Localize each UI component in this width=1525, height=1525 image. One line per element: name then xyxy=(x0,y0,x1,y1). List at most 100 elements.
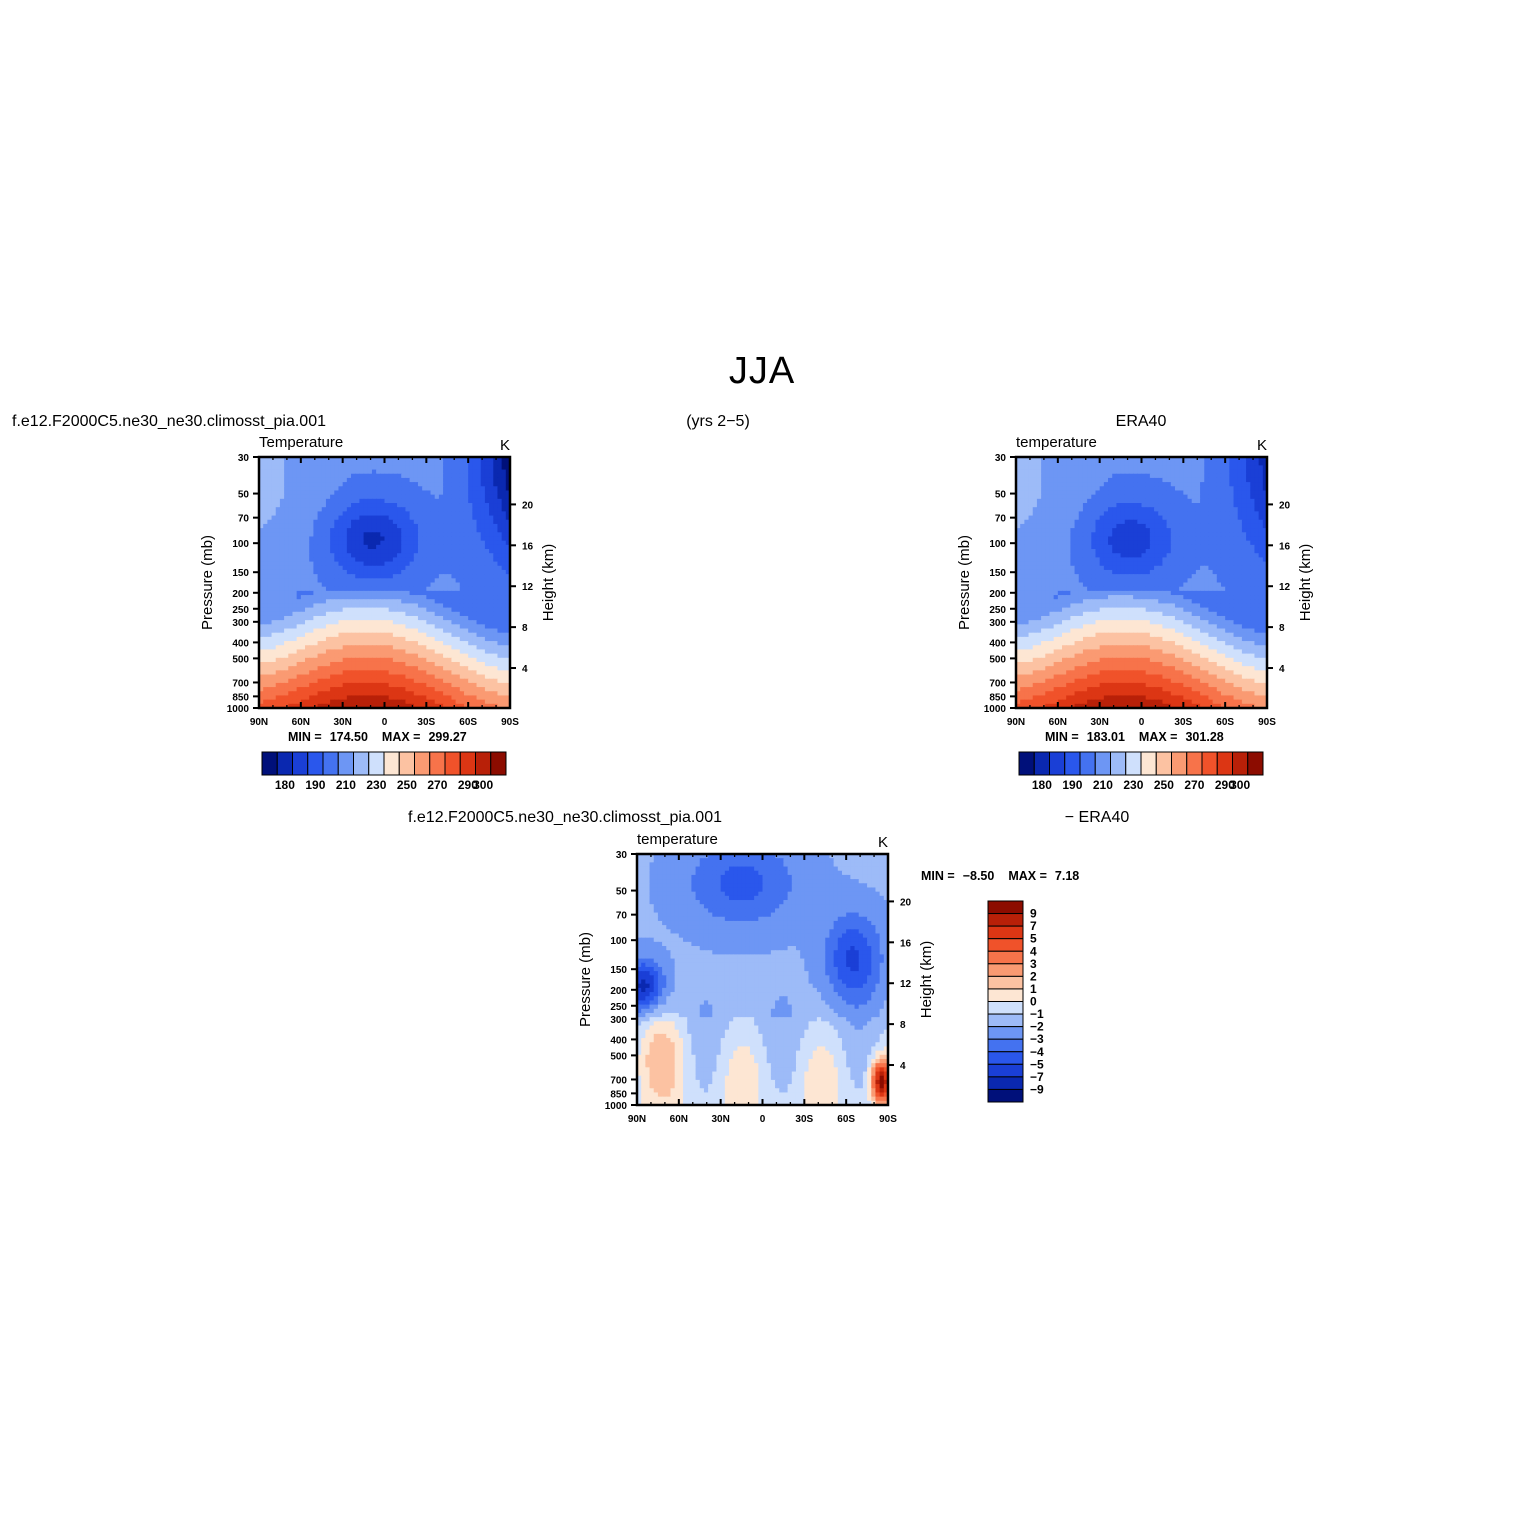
field-cell xyxy=(451,691,457,697)
field-cell xyxy=(489,494,494,500)
field-cell xyxy=(434,498,440,504)
field-cell xyxy=(430,473,436,479)
field-cell xyxy=(1254,515,1260,521)
field-cell xyxy=(1216,482,1222,487)
field-cell xyxy=(371,582,377,588)
field-cell xyxy=(342,461,348,466)
field-cell xyxy=(1250,486,1256,492)
field-cell xyxy=(1103,494,1109,500)
field-cell xyxy=(338,628,344,634)
field-cell xyxy=(359,607,365,613)
field-cell xyxy=(1128,511,1134,517)
field-cell xyxy=(1262,536,1268,542)
field-cell xyxy=(1229,519,1235,525)
field-cell xyxy=(459,490,465,496)
field-cell xyxy=(334,666,340,671)
field-cell xyxy=(1028,473,1034,479)
field-cell xyxy=(472,507,478,512)
field-cell xyxy=(1170,519,1176,525)
field-cell xyxy=(359,557,365,563)
field-cell xyxy=(1246,486,1251,492)
field-cell xyxy=(342,582,348,588)
field-cell xyxy=(284,465,289,471)
colorbar-swatch xyxy=(398,751,415,776)
field-cell xyxy=(380,536,386,542)
field-cell xyxy=(309,670,314,676)
field-cell xyxy=(1078,498,1084,504)
header-case-name: f.e12.F2000C5.ne30_ne30.climosst_pia.001 xyxy=(12,413,326,430)
field-cell xyxy=(476,611,482,617)
field-cell xyxy=(300,469,306,475)
field-cell xyxy=(472,565,478,571)
field-cell xyxy=(1187,473,1193,479)
field-cell xyxy=(267,523,273,529)
field-cell xyxy=(1091,498,1097,504)
field-cell xyxy=(438,620,444,625)
field-cell xyxy=(342,574,348,579)
field-cell xyxy=(288,482,294,487)
field-cell xyxy=(359,628,365,634)
field-cell xyxy=(351,490,356,496)
field-cell xyxy=(305,515,310,521)
field-cell xyxy=(1095,494,1101,500)
field-cell xyxy=(451,574,457,579)
field-cell xyxy=(1170,494,1176,500)
field-cell xyxy=(334,624,340,630)
field-cell xyxy=(468,645,473,651)
field-cell xyxy=(430,477,436,483)
field-cell xyxy=(376,603,381,609)
field-cell xyxy=(476,532,482,538)
field-cell xyxy=(397,586,402,592)
field-cell xyxy=(313,482,319,487)
field-cell xyxy=(1099,507,1105,512)
field-cell xyxy=(305,473,310,479)
field-cell xyxy=(409,620,415,625)
field-cell xyxy=(1187,532,1193,538)
field-cell xyxy=(384,477,390,483)
field-cell xyxy=(292,657,298,663)
field-cell xyxy=(438,465,444,471)
field-cell xyxy=(296,699,302,705)
field-cell xyxy=(313,457,319,462)
field-cell xyxy=(1032,523,1038,529)
field-cell xyxy=(1258,536,1264,542)
field-cell xyxy=(1145,469,1151,475)
field-cell xyxy=(305,628,310,634)
field-cell xyxy=(296,586,302,592)
field-cell xyxy=(384,632,390,638)
field-cell xyxy=(430,620,436,625)
field-cell xyxy=(1154,465,1159,471)
field-cell xyxy=(321,549,327,554)
field-cell xyxy=(305,653,310,659)
field-cell xyxy=(317,528,323,533)
field-cell xyxy=(313,503,319,508)
field-cell xyxy=(342,549,348,554)
field-cell xyxy=(1045,511,1051,517)
field-cell xyxy=(1149,515,1155,521)
field-cell xyxy=(422,544,427,550)
panel-model: 90N 60N 30N 0 30S 60S 90S305070100150200250300… xyxy=(199,434,557,792)
field-cell xyxy=(451,649,457,655)
field-cell xyxy=(259,515,264,521)
field-cell xyxy=(1241,465,1247,471)
field-cell xyxy=(342,490,348,496)
field-cell xyxy=(472,603,478,609)
field-cell xyxy=(330,582,335,588)
field-cell xyxy=(463,461,469,466)
field-cell xyxy=(1237,523,1243,529)
field-cell xyxy=(430,528,436,533)
field-cell xyxy=(451,482,457,487)
field-cell xyxy=(275,674,281,680)
field-cell xyxy=(334,611,340,617)
field-cell xyxy=(443,482,448,487)
field-cell xyxy=(334,599,340,605)
field-cell xyxy=(1254,469,1260,475)
field-cell xyxy=(497,457,503,462)
field-cell xyxy=(305,461,310,466)
field-cell xyxy=(501,691,507,697)
field-cell xyxy=(384,498,390,504)
field-cell xyxy=(417,636,423,642)
field-cell xyxy=(493,507,499,512)
field-cell xyxy=(309,457,314,462)
field-cell xyxy=(1241,503,1247,508)
